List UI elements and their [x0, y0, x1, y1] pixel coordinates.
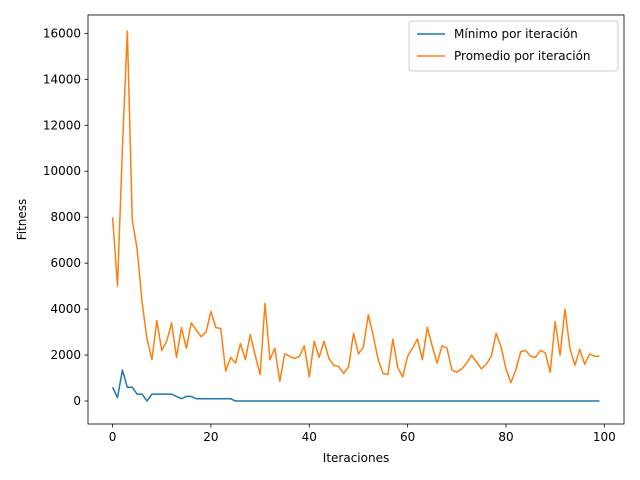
- x-tick-label: 60: [400, 430, 415, 444]
- x-tick-label: 100: [593, 430, 616, 444]
- legend-label: Mínimo por iteración: [454, 27, 578, 41]
- y-axis-label: Fitness: [15, 199, 29, 241]
- x-tick-label: 80: [498, 430, 513, 444]
- axes-frame: [87, 14, 625, 425]
- x-axis-label: Iteraciones: [323, 451, 389, 465]
- x-tick-label: 20: [203, 430, 218, 444]
- x-tick-label: 40: [302, 430, 317, 444]
- y-tick-label: 10000: [43, 164, 81, 178]
- legend: Mínimo por iteración Promedio por iteraci…: [408, 20, 619, 72]
- y-tick-label: 12000: [43, 118, 81, 132]
- legend-box: [408, 20, 619, 72]
- axes-layer: 0 20 40 60 80 100 0 2000 4000 6000 8000 10000 12000 1…: [43, 14, 625, 444]
- y-tick-label: 8000: [50, 210, 81, 224]
- series-line-2: [111, 30, 600, 384]
- y-tick-label: 2000: [50, 348, 81, 362]
- x-tick-label: 0: [109, 430, 117, 444]
- y-tick-label: 14000: [43, 72, 81, 86]
- legend-label: Promedio por iteración: [454, 49, 591, 63]
- series-layer: [111, 30, 600, 402]
- y-tick-label: 6000: [50, 256, 81, 270]
- y-tick-label: 4000: [50, 302, 81, 316]
- series-line-1: [111, 369, 600, 402]
- y-tick-label: 0: [73, 394, 81, 408]
- y-tick-label: 16000: [43, 26, 81, 40]
